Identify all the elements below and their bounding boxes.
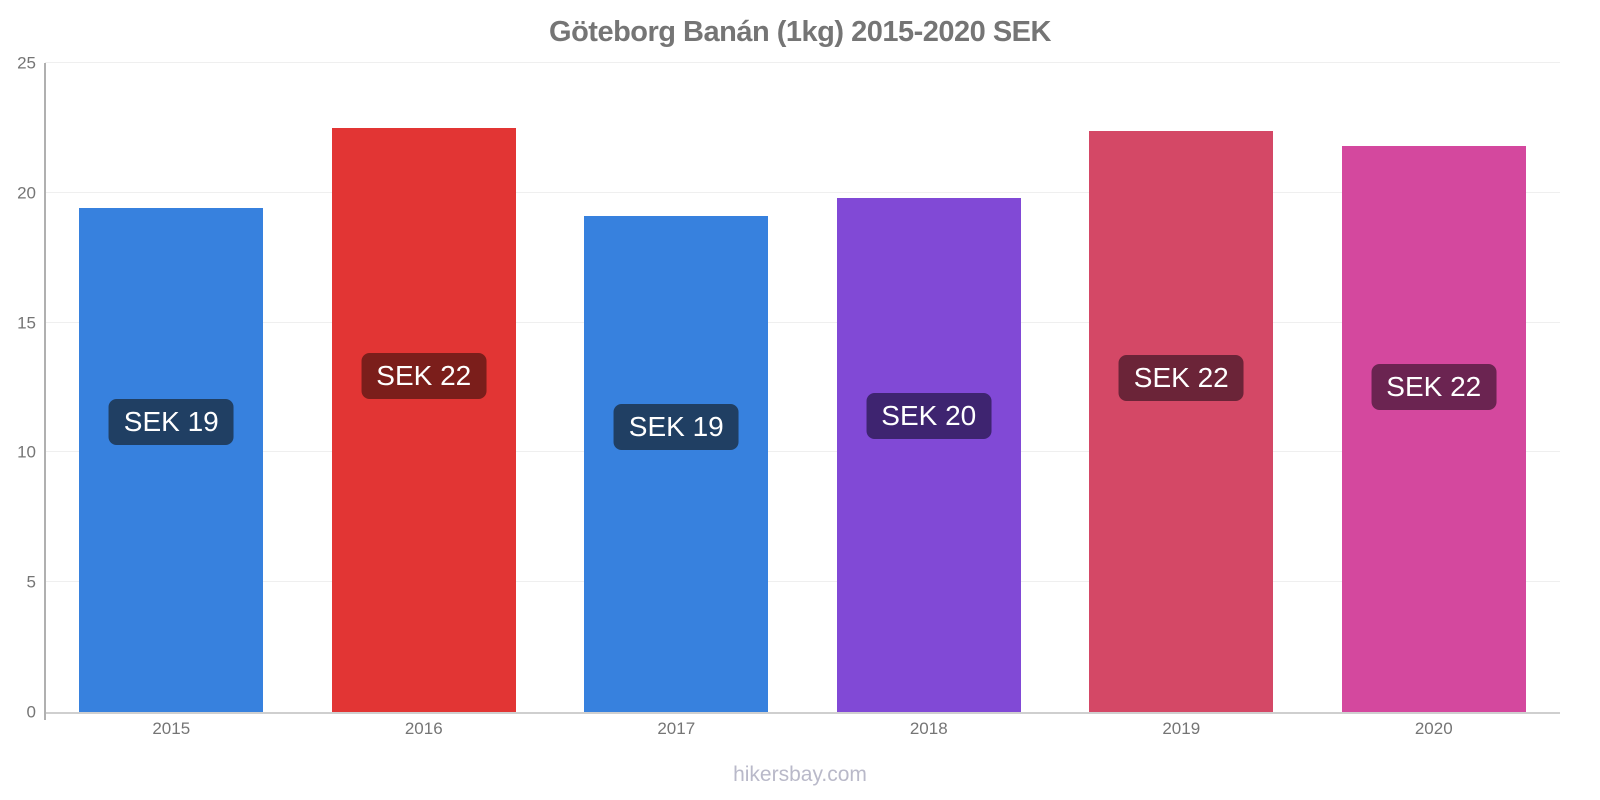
x-tick-label-2016: 2016 [404,719,443,738]
bar-value-label-2015: SEK 19 [108,399,234,446]
x-tick-label-2020: 2020 [1414,719,1453,738]
bar-2020[interactable]: SEK 22 [1341,146,1526,712]
gridline-10 [45,451,1560,453]
bar-2017[interactable]: SEK 19 [584,216,769,712]
x-axis-labels: 2015 2016 2017 2018 2019 2020 [45,719,1560,739]
y-tick-label-0: 0 [26,702,36,722]
plot-area: SEK 19 SEK 22 SEK 19 SEK 20 SEK 22 SEK 22 [44,62,1560,720]
gridline-5 [45,581,1560,583]
bar-value-label-2018: SEK 20 [866,393,992,440]
x-tick-label-2015: 2015 [152,719,191,738]
y-tick-label-25: 25 [17,53,36,73]
bar-value-label-2020: SEK 22 [1371,363,1497,410]
bar-value-label-2019: SEK 22 [1118,354,1244,401]
y-tick-label-10: 10 [17,442,36,462]
bar-2015[interactable]: SEK 19 [79,208,264,712]
chart-title: Göteborg Banán (1kg) 2015-2020 SEK [549,16,1051,48]
y-axis-line [44,63,46,720]
y-tick-label-5: 5 [26,572,36,592]
bar-slot-2015: SEK 19 [45,63,298,712]
y-tick-label-15: 15 [17,313,36,333]
x-tick-label-2018: 2018 [909,719,948,738]
gridline-20 [45,191,1560,193]
bar-value-label-2016: SEK 22 [361,353,487,400]
bar-slot-2019: SEK 22 [1055,63,1308,712]
bar-value-label-2017: SEK 19 [613,403,739,450]
footer-link[interactable]: hikersbay.com [733,763,867,786]
y-axis-labels: 0 5 10 15 20 25 [0,55,36,721]
gridline-15 [45,321,1560,323]
y-tick-label-20: 20 [17,183,36,203]
bar-2016[interactable]: SEK 22 [331,127,516,712]
x-tick-label-2019: 2019 [1162,719,1201,738]
bar-2019[interactable]: SEK 22 [1089,130,1274,712]
x-tick-label-2017: 2017 [657,719,696,738]
bars-container: SEK 19 SEK 22 SEK 19 SEK 20 SEK 22 SEK 22 [45,63,1560,712]
gridlines [45,62,1560,712]
bar-slot-2016: SEK 22 [298,63,551,712]
bar-slot-2020: SEK 22 [1308,63,1561,712]
gridline-25 [45,62,1560,63]
bar-slot-2018: SEK 20 [803,63,1056,712]
bar-slot-2017: SEK 19 [550,63,803,712]
bar-2018[interactable]: SEK 20 [836,198,1021,712]
x-axis-line [45,712,1560,714]
